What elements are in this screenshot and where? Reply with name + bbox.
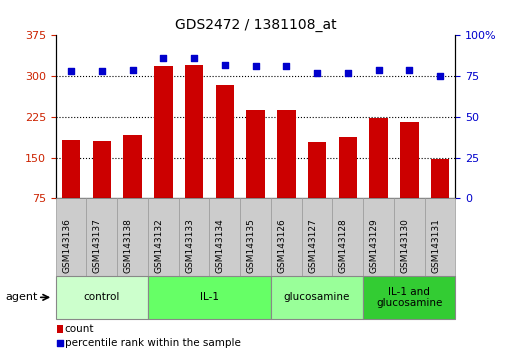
Point xyxy=(435,73,443,79)
Point xyxy=(251,63,259,69)
Text: GSM143127: GSM143127 xyxy=(308,218,317,273)
Bar xyxy=(154,66,172,198)
Text: GSM143126: GSM143126 xyxy=(277,218,286,273)
Text: GSM143128: GSM143128 xyxy=(338,218,347,273)
Text: GSM143138: GSM143138 xyxy=(123,218,132,273)
Bar xyxy=(246,110,264,198)
Text: GSM143135: GSM143135 xyxy=(246,218,255,273)
Bar xyxy=(184,65,203,198)
Text: IL-1 and
glucosamine: IL-1 and glucosamine xyxy=(375,286,441,308)
Bar xyxy=(92,141,111,198)
Text: GSM143132: GSM143132 xyxy=(154,218,163,273)
Bar xyxy=(123,135,141,198)
Bar xyxy=(307,142,326,198)
Text: percentile rank within the sample: percentile rank within the sample xyxy=(65,338,240,348)
Point xyxy=(56,341,64,346)
Point xyxy=(405,67,413,73)
Bar xyxy=(215,85,233,198)
Bar xyxy=(277,110,295,198)
Text: GSM143137: GSM143137 xyxy=(92,218,102,273)
Point xyxy=(374,67,382,73)
Text: GSM143136: GSM143136 xyxy=(62,218,71,273)
Text: GSM143134: GSM143134 xyxy=(215,218,224,273)
Text: count: count xyxy=(65,324,94,333)
Point xyxy=(128,67,136,73)
Point xyxy=(220,62,228,68)
Point xyxy=(159,55,167,61)
Point xyxy=(313,70,321,76)
Bar xyxy=(399,122,418,198)
Point xyxy=(97,68,106,74)
Text: IL-1: IL-1 xyxy=(199,292,219,302)
Text: GSM143131: GSM143131 xyxy=(430,218,439,273)
Bar xyxy=(430,159,448,198)
Text: glucosamine: glucosamine xyxy=(283,292,349,302)
Text: agent: agent xyxy=(5,292,37,302)
Bar xyxy=(338,137,357,198)
Text: control: control xyxy=(83,292,120,302)
Bar xyxy=(62,140,80,198)
Text: GSM143130: GSM143130 xyxy=(399,218,409,273)
Point xyxy=(343,70,351,76)
Point xyxy=(282,63,290,69)
Text: GSM143129: GSM143129 xyxy=(369,218,378,273)
Bar xyxy=(369,119,387,198)
Point xyxy=(67,68,75,74)
Point xyxy=(189,55,197,61)
Title: GDS2472 / 1381108_at: GDS2472 / 1381108_at xyxy=(174,18,336,32)
Text: GSM143133: GSM143133 xyxy=(185,218,193,273)
